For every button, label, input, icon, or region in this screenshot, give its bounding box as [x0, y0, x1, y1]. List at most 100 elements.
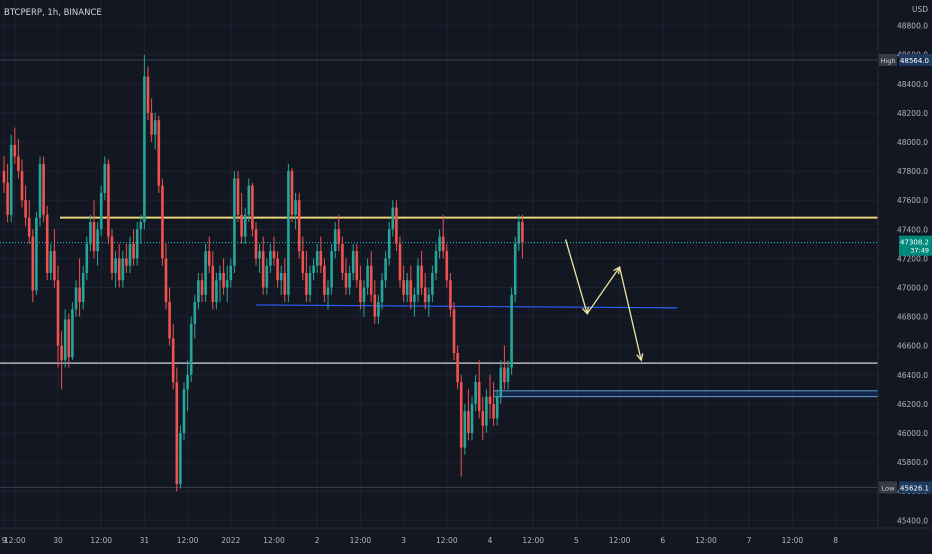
candle-body: [74, 287, 78, 310]
candle-body: [380, 280, 384, 303]
drawings: [564, 239, 644, 362]
price-tick-label: 46800.0: [897, 313, 928, 322]
time-tick-label: 4: [488, 536, 493, 545]
candle-body: [103, 163, 107, 193]
candle-body: [503, 367, 506, 383]
low-tag-label: Low: [882, 484, 895, 492]
time-tick-label: 12:00: [90, 536, 112, 545]
candle-body: [211, 265, 215, 303]
candle-body: [409, 280, 413, 303]
price-tick-label: 47400.0: [897, 225, 928, 234]
candle-body: [323, 265, 326, 295]
time-tick-label: 30: [53, 536, 63, 545]
candle-body: [186, 374, 189, 390]
candle-body: [416, 265, 420, 295]
time-tick-label: 8: [833, 536, 838, 545]
candle-body: [85, 243, 89, 273]
high-value: 48564.0: [900, 57, 929, 65]
candle-body: [467, 411, 470, 433]
candle-body: [398, 243, 402, 281]
candle-body: [499, 367, 503, 397]
candle-body: [153, 120, 157, 135]
candle-body: [470, 403, 474, 433]
candle-body: [261, 251, 265, 288]
candle-body: [308, 272, 312, 295]
candle-body: [427, 294, 431, 303]
candle-body: [434, 251, 438, 273]
candle-body: [193, 302, 197, 324]
time-axis-panel[interactable]: [0, 528, 878, 550]
candle-body: [215, 280, 218, 303]
candle-body: [99, 192, 103, 230]
time-tick-label: 12:00: [695, 536, 717, 545]
candle-body: [20, 171, 24, 201]
time-tick-label: 12:00: [782, 536, 804, 545]
candle-body: [175, 382, 179, 484]
candle-body: [197, 280, 200, 303]
candle-body: [78, 287, 81, 303]
candle-body: [420, 265, 423, 288]
candle-body: [477, 382, 481, 412]
candle-body: [146, 76, 150, 113]
symbol-legend[interactable]: BTCPERP, 1h, BINANCE: [4, 8, 102, 18]
candle-body: [272, 251, 276, 259]
candle-body: [384, 258, 387, 281]
candle-body: [110, 236, 114, 273]
projection-arrow: [564, 239, 588, 314]
candle-body: [218, 272, 222, 281]
candle-body: [438, 236, 441, 252]
projection-arrow: [618, 266, 642, 361]
candle-body: [24, 200, 27, 218]
candle-body: [254, 229, 258, 259]
time-tick-label: 12:00: [177, 536, 199, 545]
time-tick-label: 31: [140, 536, 150, 545]
candle-body: [2, 171, 6, 183]
candle-body: [377, 302, 380, 317]
candle-body: [488, 396, 492, 404]
chart-grid: [0, 0, 878, 528]
candle-series: [2, 54, 524, 492]
candle-body: [132, 243, 135, 259]
candle-body: [355, 251, 359, 281]
candle-body: [236, 178, 240, 215]
candle-body: [330, 251, 333, 288]
low-value: 45626.1: [900, 484, 929, 492]
candle-body: [351, 251, 355, 273]
candle-body: [341, 243, 344, 273]
candle-body: [319, 251, 323, 266]
price-axis-panel[interactable]: [878, 0, 932, 528]
time-axis[interactable]: 912:00 30 12:00 31 12:00 2022 12:00 2 12:00 3 12:0…: [2, 536, 839, 545]
candle-body: [222, 272, 225, 288]
candle-body: [135, 229, 139, 259]
candle-body: [182, 389, 186, 433]
candle-body: [96, 229, 99, 252]
time-tick-label: 12:00: [263, 536, 285, 545]
time-tick-label: 12:00: [350, 536, 372, 545]
candle-body: [229, 265, 233, 281]
candle-body: [431, 272, 434, 295]
candle-body: [49, 251, 53, 273]
low-value-box: [899, 481, 932, 494]
candle-body: [387, 229, 391, 259]
candle-body: [441, 236, 445, 252]
price-tick-label: 46600.0: [897, 342, 928, 351]
bar-countdown: 37:49: [910, 247, 929, 255]
candle-body: [449, 280, 452, 310]
candle-body: [481, 411, 485, 426]
candle-body: [452, 309, 456, 353]
price-tick-label: 47200.0: [897, 254, 928, 263]
candle-body: [513, 243, 517, 295]
candle-body: [171, 338, 175, 383]
candle-body: [423, 287, 427, 303]
candle-body: [413, 294, 416, 303]
candle-body: [71, 309, 74, 358]
price-tick-label: 48400.0: [897, 80, 928, 89]
candle-body: [495, 396, 499, 419]
candle-body: [326, 287, 330, 295]
time-tick-label: 12:00: [522, 536, 544, 545]
candle-body: [510, 294, 513, 368]
time-tick-label: 5: [574, 536, 579, 545]
